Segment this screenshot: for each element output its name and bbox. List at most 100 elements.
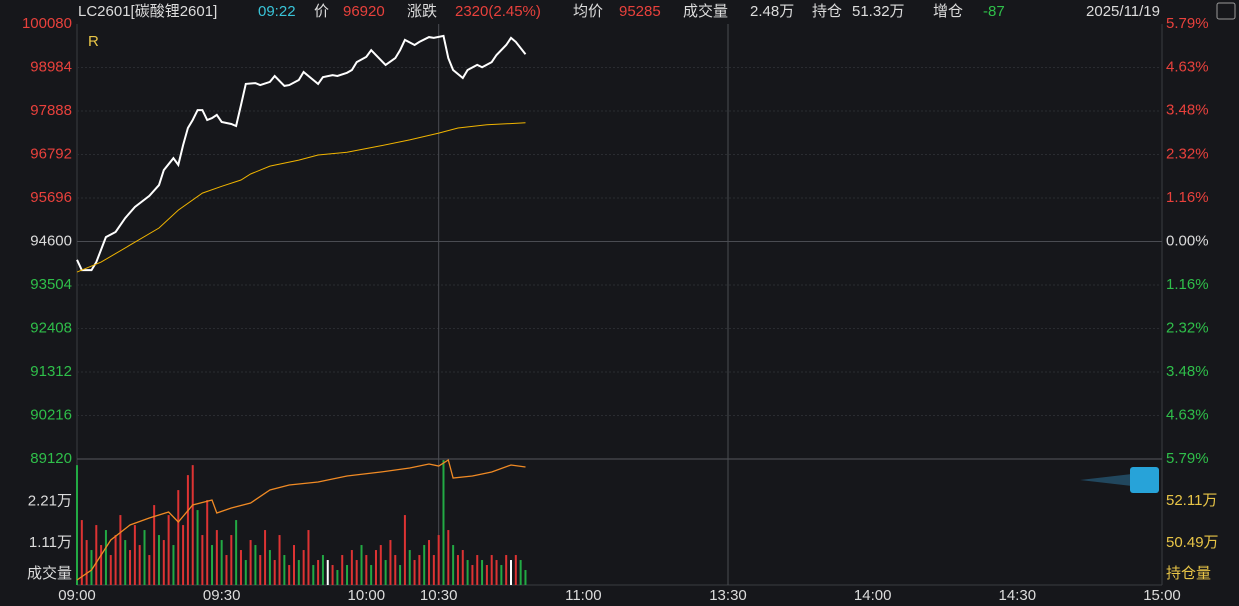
volume-bar (447, 530, 450, 585)
scroll-indicator[interactable] (1080, 467, 1159, 493)
volume-bar (182, 525, 185, 585)
volume-bar (481, 560, 484, 585)
volume-bar (500, 565, 503, 585)
header-field: 涨跌 (407, 3, 437, 20)
volume-bar (293, 545, 295, 585)
volume-bar (519, 560, 522, 585)
app-icon[interactable] (1216, 2, 1236, 20)
volume-bar (413, 560, 416, 585)
volume-bar (259, 555, 262, 585)
volume-bar (312, 565, 315, 585)
volume-bar (360, 545, 363, 585)
header-field: LC2601[碳酸锂2601] (78, 3, 217, 20)
volume-bar (220, 540, 223, 585)
y-tick-label: 89120 (30, 450, 72, 467)
volume-bar (264, 530, 267, 585)
volume-bar (365, 555, 368, 585)
volume-bar (201, 535, 204, 585)
volume-bar (321, 555, 324, 585)
volume-bar (456, 555, 459, 585)
volume-bar (172, 545, 175, 585)
indicator-trail (1080, 474, 1132, 486)
x-tick-label: 14:00 (854, 587, 892, 604)
volume-bar (510, 560, 512, 585)
y2-tick-label: 2.32% (1166, 320, 1209, 337)
header-field: 持仓 (812, 3, 842, 20)
volume-bar (215, 530, 218, 585)
y-tick-label: 90216 (30, 406, 72, 423)
open-interest-line (76, 458, 526, 581)
volume-bar (490, 555, 493, 585)
x-tick-label: 09:00 (58, 587, 96, 604)
header-field: 2320(2.45%) (455, 3, 541, 20)
volume-bar (186, 475, 189, 585)
x-tick-label: 13:30 (709, 587, 747, 604)
volume-bar (177, 490, 180, 585)
y-tick-label: 96792 (30, 145, 72, 162)
volume-bar (244, 560, 247, 585)
volume-bar (90, 550, 93, 585)
volume-bar (85, 540, 88, 585)
y2-tick-label: 1.16% (1166, 189, 1209, 206)
volume-bar (196, 510, 199, 585)
volume-axis-label: 成交量 (27, 564, 72, 582)
volume-bar (432, 555, 435, 585)
volume-bar (341, 555, 344, 585)
header-field: 96920 (343, 3, 385, 20)
y-tick-label: 94600 (30, 232, 72, 249)
volume-bar (153, 505, 156, 585)
x-tick-label: 10:00 (348, 587, 386, 604)
volume-bar (249, 540, 252, 585)
header-field: 95285 (619, 3, 661, 20)
x-tick-label: 11:00 (565, 587, 601, 604)
volume-bar (336, 570, 339, 585)
y2-tick-label: 0.00% (1166, 232, 1209, 249)
y-tick-label: 98984 (30, 58, 72, 75)
volume-bar (157, 535, 160, 585)
indicator-button[interactable] (1130, 467, 1159, 493)
volume-bar (423, 545, 426, 585)
volume-bar (225, 555, 228, 585)
header-field: 成交量 (683, 2, 728, 20)
volume-bar (403, 515, 406, 585)
volume-bar (428, 540, 431, 585)
volume-bar (437, 535, 440, 585)
header-field: -87 (983, 3, 1005, 20)
volume-bar (495, 560, 498, 585)
header-field: 09:22 (258, 3, 296, 20)
volume-bar (283, 555, 286, 585)
volume-bar (119, 515, 122, 585)
y-tick-label: 100080 (22, 15, 72, 32)
y-tick-label: 95696 (30, 189, 72, 206)
volume-bar (76, 465, 78, 585)
x-tick-label: 15:00 (1143, 587, 1181, 604)
y2-tick-label: 1.16% (1166, 276, 1209, 293)
x-tick-label: 14:30 (999, 587, 1037, 604)
x-tick-label: 10:30 (420, 587, 458, 604)
volume-bar (394, 555, 397, 585)
volume-bar (268, 550, 271, 585)
volume-bar (326, 560, 329, 585)
volume-bar (317, 560, 320, 585)
volume-bar (350, 550, 353, 585)
volume-bar (133, 525, 136, 585)
header-field: 均价 (573, 3, 603, 20)
volume-bar (379, 545, 382, 585)
volume-bar (524, 570, 527, 585)
volume-bar (485, 565, 488, 585)
volume-tick-label: 1.11万 (29, 534, 72, 551)
volume-bar (104, 530, 107, 585)
volume-bar (211, 545, 214, 585)
volume-bar (191, 465, 194, 585)
y-tick-label: 97888 (30, 102, 72, 119)
volume-bar (452, 545, 455, 585)
oi-tick-label: 50.49万 (1166, 534, 1219, 551)
header-field: 2.48万 (750, 3, 794, 20)
volume-bar (273, 560, 276, 585)
volume-bar (476, 555, 479, 585)
volume-tick-label: 2.21万 (28, 492, 72, 509)
volume-bar (355, 560, 358, 585)
oi-axis-label: 持仓量 (1166, 565, 1211, 582)
volume-bar (278, 535, 281, 585)
